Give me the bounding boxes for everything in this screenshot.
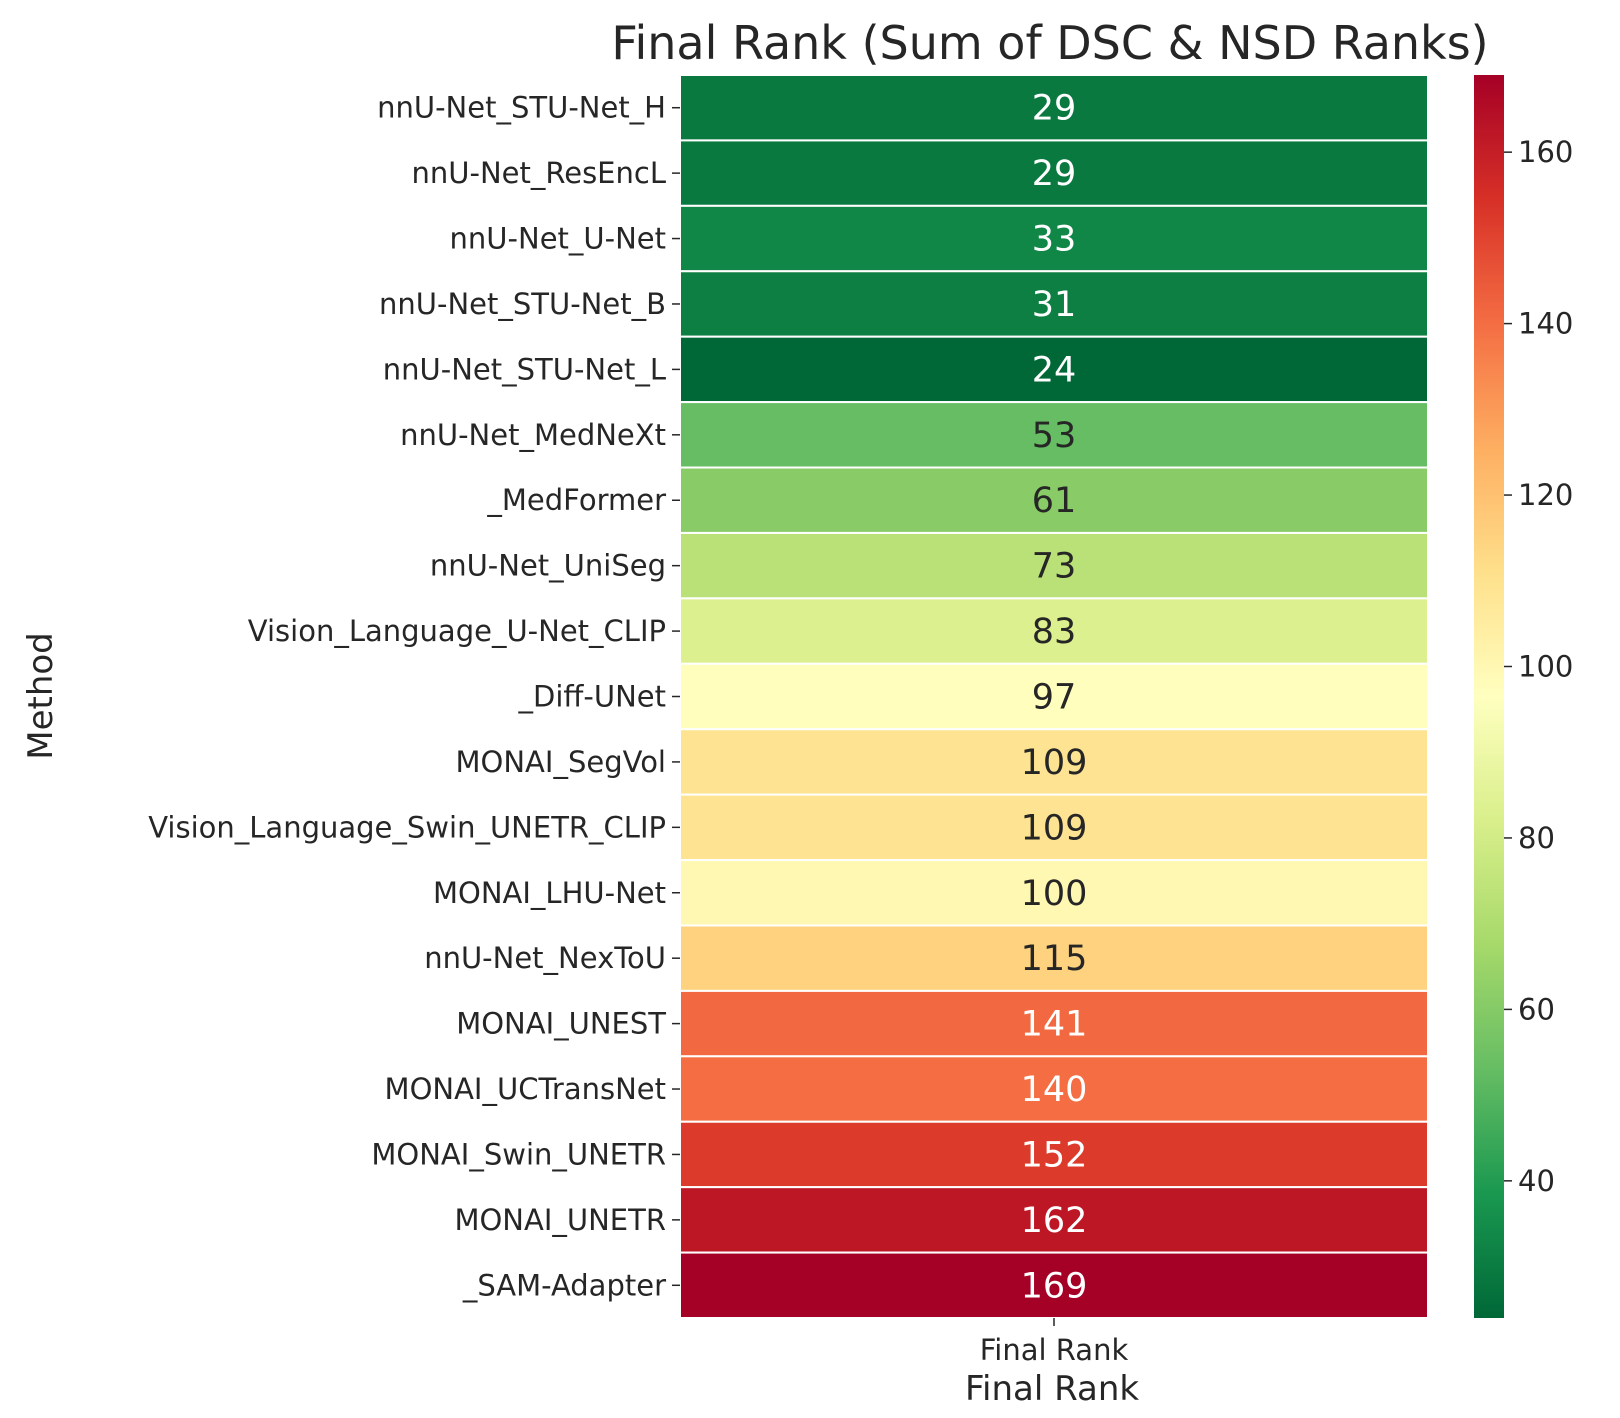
cell-value-label: 24 [1032,350,1077,390]
heatmap-cell [679,139,1429,207]
y-tick-label: nnU-Net_NexToU [424,941,666,975]
heatmap-cell [679,924,1429,992]
colorbar-tick-label: 160 [1518,135,1573,169]
y-tick-label: nnU-Net_UniSeg [430,549,666,583]
colorbar-tick-label: 40 [1518,1164,1555,1198]
y-tick-label: nnU-Net_STU-Net_H [377,91,666,125]
y-tick-label: nnU-Net_U-Net [450,222,666,256]
y-tick-label: MONAI_UCTransNet [385,1072,666,1106]
colorbar-tick-label: 100 [1518,649,1573,683]
cell-value-label: 115 [1021,939,1088,979]
colorbar: 40 60 80 100 120 140 160 [1474,75,1573,1318]
y-tick-label: MONAI_UNEST [456,1007,666,1041]
heatmap-cells: 29 29 33 31 24 53 61 73 83 97 109 109 100 115 141 140 15… [679,74,1429,1320]
y-tick-label: _Diff-UNet [518,680,666,714]
colorbar-gradient [1474,75,1504,1318]
heatmap-cell [679,74,1429,142]
heatmap-cell [679,1251,1429,1320]
heatmap-cell [679,662,1429,731]
y-tick-labels: nnU-Net_STU-Net_H nnU-Net_ResEncL nnU-Net_… [148,91,680,1302]
cell-value-label: 33 [1032,220,1077,260]
colorbar-tick-label: 60 [1518,992,1555,1026]
x-axis-label: Final Rank [965,1369,1139,1409]
cell-value-label: 169 [1021,1266,1088,1306]
heatmap-cell [679,728,1429,796]
heatmap-cell [679,793,1429,862]
cell-value-label: 83 [1032,612,1077,652]
y-tick-label: Vision_Language_Swin_UNETR_CLIP [148,810,666,844]
heatmap-cell [679,270,1429,338]
heatmap-cell [679,204,1429,273]
x-tick-label: Final Rank [980,1333,1129,1367]
cell-value-label: 109 [1021,808,1088,848]
y-tick-label: nnU-Net_STU-Net_L [383,352,666,386]
cell-value-label: 141 [1021,1005,1088,1045]
x-axis: Final Rank [980,1318,1129,1367]
cell-value-label: 31 [1032,285,1077,325]
colorbar-tick-label: 80 [1518,821,1555,855]
y-axis-label: Method [21,632,61,760]
cell-value-label: 97 [1032,678,1077,718]
y-tick-label: _SAM-Adapter [462,1268,666,1302]
cell-value-label: 162 [1021,1201,1088,1241]
y-tick-label: MONAI_LHU-Net [433,876,666,910]
y-tick-label: MONAI_SegVol [456,745,666,779]
cell-value-label: 152 [1021,1135,1088,1175]
cell-value-label: 109 [1021,743,1088,783]
colorbar-tick-label: 120 [1518,478,1573,512]
cell-value-label: 73 [1032,547,1077,587]
y-tick-label: MONAI_UNETR [454,1203,666,1237]
y-tick-label: nnU-Net_MedNeXt [400,418,666,452]
y-tick-label: MONAI_Swin_UNETR [371,1137,666,1171]
chart-title: Final Rank (Sum of DSC & NSD Ranks) [611,16,1488,70]
cell-value-label: 53 [1032,416,1077,456]
y-tick-label: nnU-Net_ResEncL [412,156,666,190]
cell-value-label: 61 [1032,481,1077,521]
y-tick-label: _MedFormer [486,483,666,517]
cell-value-label: 100 [1021,874,1088,914]
y-tick-label: nnU-Net_STU-Net_B [379,287,666,321]
cell-value-label: 29 [1032,89,1077,129]
cell-value-label: 140 [1021,1070,1088,1110]
y-tick-label: Vision_Language_U-Net_CLIP [248,614,666,648]
colorbar-ticks: 40 60 80 100 120 140 160 [1504,135,1573,1198]
cell-value-label: 29 [1032,154,1077,194]
colorbar-tick-label: 140 [1518,307,1573,341]
